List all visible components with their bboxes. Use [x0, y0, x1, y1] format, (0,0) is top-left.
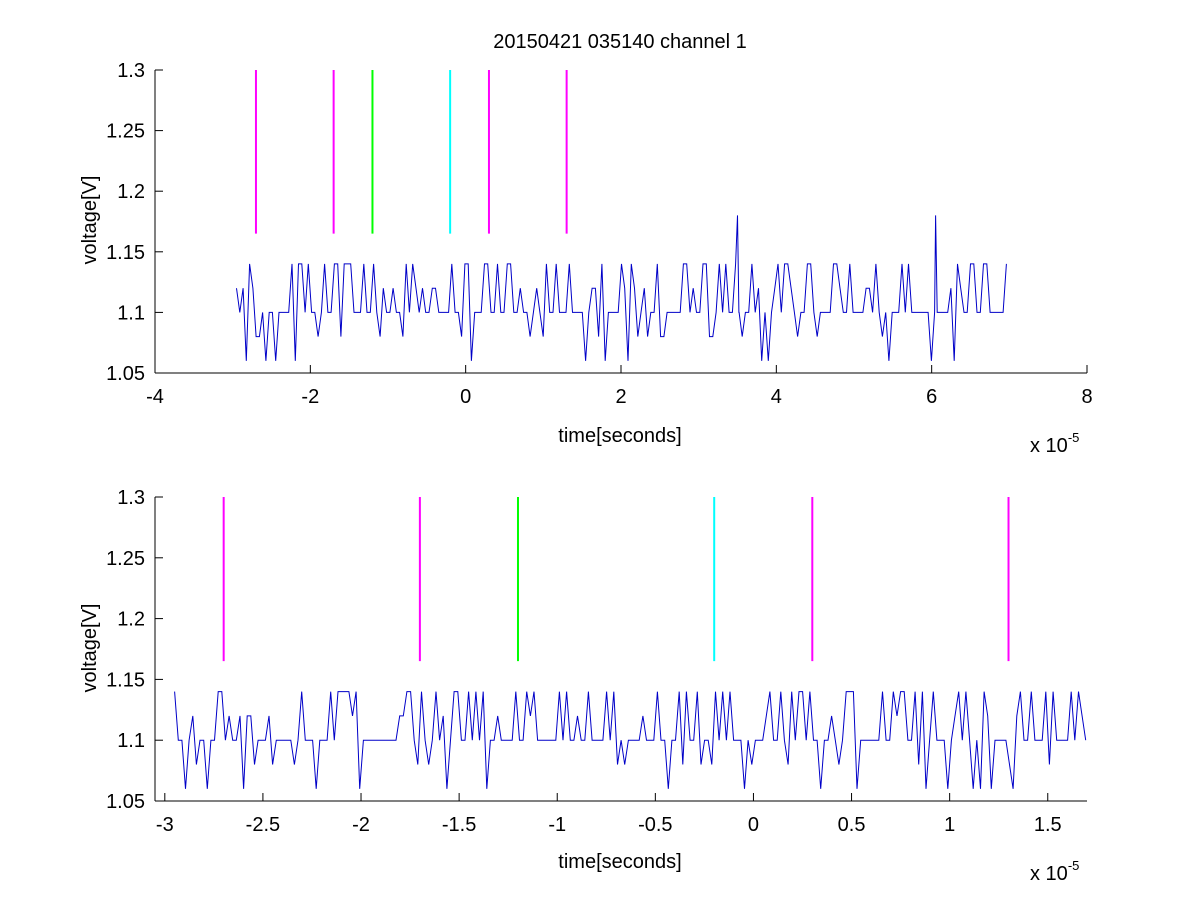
top-plot-x-tick-label: 8 — [1081, 386, 1092, 408]
top-plot-y-tick-label: 1.3 — [117, 60, 145, 82]
bottom-plot-x-tick-label: -1 — [548, 814, 566, 836]
bottom-plot-signal-line — [174, 691, 1087, 789]
bottom-plot-x-exponent: x 10-5 — [1030, 858, 1079, 885]
top-plot-axes: -4 -2 0 2 4 6 8 1.05 1.1 1.15 1.2 1.25 1.3 — [106, 60, 1093, 408]
top-plot-y-tick-label: 1.15 — [106, 242, 145, 264]
bottom-plot-x-tick-label: 1 — [944, 814, 955, 836]
top-plot-x-tick-label: -4 — [146, 386, 164, 408]
top-plot-y-tick-label: 1.25 — [106, 121, 145, 143]
bottom-plot-x-tick-label: 0 — [748, 814, 759, 836]
bottom-plot-signal — [174, 691, 1087, 789]
bottom-plot-axes: -3 -2.5 -2 -1.5 -1 -0.5 0 0.5 1 1.5 1.05 1.1 1.15 1.2… — [106, 487, 1087, 836]
top-plot-x-tick-label: 0 — [460, 386, 471, 408]
top-plot: -4 -2 0 2 4 6 8 1.05 1.1 1.15 1.2 1.25 1.3 time[seco… — [79, 60, 1093, 457]
figure-title: 20150421 035140 channel 1 — [493, 31, 747, 53]
top-plot-x-exponent-power: -5 — [1068, 430, 1080, 445]
top-plot-xlabel: time[seconds] — [558, 425, 681, 447]
bottom-plot-x-exponent-base: x 10 — [1030, 863, 1068, 885]
bottom-plot-x-exponent-power: -5 — [1068, 858, 1080, 873]
top-plot-x-tick-label: 2 — [615, 386, 626, 408]
top-plot-y-tick-label: 1.05 — [106, 363, 145, 385]
bottom-plot-x-tick-label: -2 — [352, 814, 370, 836]
bottom-plot-xlabel: time[seconds] — [558, 851, 681, 873]
top-plot-x-tick-label: 6 — [926, 386, 937, 408]
bottom-plot-x-tick-label: -3 — [156, 814, 174, 836]
top-plot-markers — [254, 70, 568, 234]
bottom-plot-y-tick-label: 1.05 — [106, 791, 145, 813]
bottom-plot-x-tick-label: 1.5 — [1034, 814, 1062, 836]
bottom-plot-x-tick-label: -1.5 — [442, 814, 476, 836]
top-plot-x-exponent: x 10-5 — [1030, 430, 1079, 457]
bottom-plot-markers — [222, 497, 1010, 662]
top-plot-x-tick-label: -2 — [301, 386, 319, 408]
bottom-plot-ylabel: voltage[V] — [79, 604, 101, 693]
bottom-plot-y-tick-label: 1.1 — [117, 730, 145, 752]
top-plot-ylabel: voltage[V] — [79, 176, 101, 265]
bottom-plot-y-tick-label: 1.3 — [117, 487, 145, 509]
bottom-plot: -3 -2.5 -2 -1.5 -1 -0.5 0 0.5 1 1.5 1.05 1.1 1.15 1.2… — [79, 487, 1087, 885]
bottom-plot-x-tick-label: -0.5 — [638, 814, 672, 836]
bottom-plot-x-tick-label: 0.5 — [838, 814, 866, 836]
bottom-plot-y-tick-label: 1.2 — [117, 609, 145, 631]
top-plot-y-tick-label: 1.2 — [117, 181, 145, 203]
top-plot-x-exponent-base: x 10 — [1030, 435, 1068, 457]
top-plot-signal-line — [236, 215, 1007, 361]
bottom-plot-y-tick-label: 1.25 — [106, 548, 145, 570]
top-plot-y-tick-label: 1.1 — [117, 302, 145, 324]
top-plot-signal — [236, 215, 1007, 361]
bottom-plot-y-tick-label: 1.15 — [106, 669, 145, 691]
top-plot-x-tick-label: 4 — [771, 386, 782, 408]
bottom-plot-x-tick-label: -2.5 — [246, 814, 280, 836]
